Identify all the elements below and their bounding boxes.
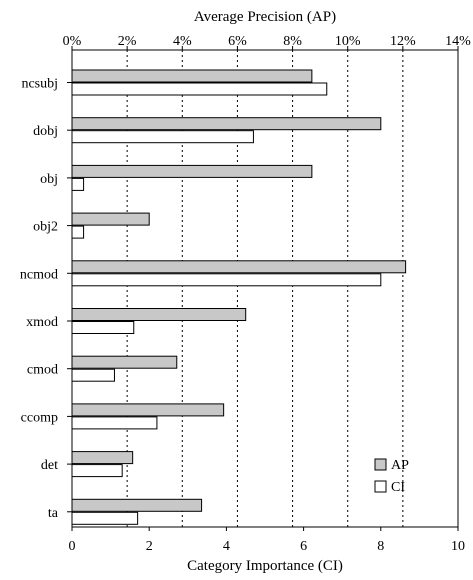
- bar-ci: [71, 368, 115, 382]
- bar-ap: [71, 308, 247, 321]
- bar-ci: [71, 511, 139, 525]
- bottom-axis-tick-label: 8: [377, 539, 384, 554]
- category-label: xmod: [26, 315, 58, 330]
- category-label: cmod: [27, 363, 58, 378]
- bar-ap: [71, 69, 313, 83]
- bottom-axis-tick-label: 4: [223, 539, 230, 554]
- bar-ap: [71, 403, 225, 417]
- bar-ci: [71, 273, 382, 287]
- category-label: ncmod: [20, 267, 58, 282]
- bar-ap: [71, 498, 203, 512]
- category-label: obj: [40, 172, 58, 187]
- bottom-axis-tick-label: 6: [300, 539, 307, 554]
- bar-ci: [71, 225, 85, 239]
- category-axis: ncsubj dobj obj obj2 ncmod xmod cmod ccomp det ta: [20, 77, 72, 521]
- bottom-axis-tick-label: 10: [451, 539, 465, 554]
- category-label: obj2: [33, 220, 58, 235]
- top-axis-tick-label: 4%: [173, 34, 192, 49]
- category-label: ccomp: [21, 410, 58, 425]
- bar-ap: [71, 260, 407, 274]
- bar-ci: [71, 321, 135, 334]
- plot-frame: [71, 49, 459, 528]
- top-axis-tick-label: 8%: [283, 34, 302, 49]
- legend-swatch: [374, 480, 387, 493]
- top-axis-title: Average Precision (AP): [194, 9, 336, 25]
- bars: [71, 69, 407, 525]
- legend-label: CI: [391, 480, 405, 495]
- bottom-axis: 0 2 4 6 8 10: [69, 527, 465, 554]
- bar-ap: [71, 117, 382, 131]
- top-axis-tick-label: 0%: [63, 34, 82, 49]
- bar-ap: [71, 355, 178, 369]
- legend-label: AP: [391, 458, 409, 473]
- bottom-axis-title: Category Importance (CI): [187, 558, 343, 574]
- legend: AP CI: [374, 458, 409, 495]
- category-label: det: [41, 458, 58, 473]
- bottom-axis-tick-label: 0: [69, 539, 76, 554]
- top-axis-tick-label: 10%: [335, 34, 361, 49]
- bar-ap: [71, 164, 313, 178]
- top-axis-tick-label: 12%: [390, 34, 416, 49]
- top-axis-tick-label: 6%: [228, 34, 247, 49]
- top-axis: 0% 2% 4% 6% 8% 10% 12% 14%: [63, 34, 471, 50]
- bar-ap: [71, 212, 150, 226]
- category-label: ncsubj: [21, 77, 58, 92]
- category-label: ta: [48, 506, 59, 521]
- bottom-axis-tick-label: 2: [146, 539, 153, 554]
- bar-ci: [71, 416, 158, 430]
- legend-swatch: [374, 458, 387, 471]
- top-axis-tick-label: 2%: [118, 34, 137, 49]
- bar-ci: [71, 82, 328, 96]
- bar-ci: [71, 177, 85, 191]
- top-axis-tick-label: 14%: [445, 34, 471, 49]
- bar-ci: [71, 464, 123, 478]
- bar-ap: [71, 451, 134, 465]
- bar-ci: [71, 130, 254, 144]
- category-label: dobj: [33, 124, 58, 139]
